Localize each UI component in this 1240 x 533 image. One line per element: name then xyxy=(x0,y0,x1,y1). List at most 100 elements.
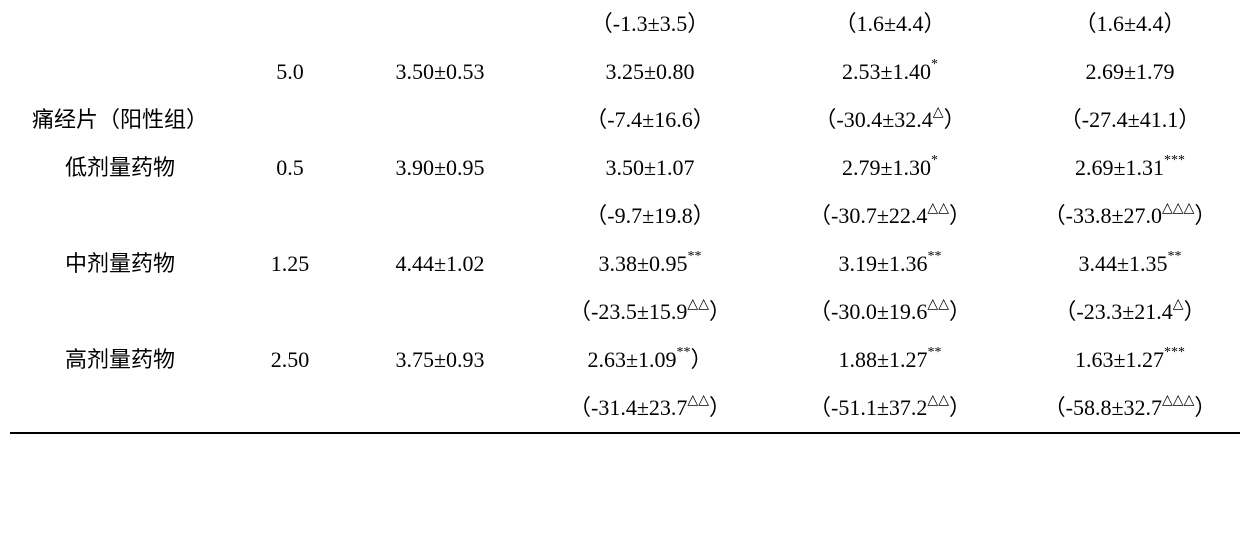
data-table: （-1.3±3.5）（1.6±4.4）（1.6±4.4）5.03.50±0.53… xyxy=(0,0,1240,533)
value3-cell-superscript: *** xyxy=(1164,345,1185,360)
table-row: 高剂量药物2.503.75±0.932.63±1.09**）1.88±1.27*… xyxy=(10,336,1240,384)
value3-cell: 3.44±1.35** xyxy=(1010,240,1240,288)
value2-cell: 2.79±1.30* xyxy=(770,144,1010,192)
value3-cell-value: 2.69±1.31 xyxy=(1075,155,1164,180)
value3-cell-value: 3.44±1.35 xyxy=(1078,251,1167,276)
group-cell xyxy=(10,192,230,240)
value2-cell: （-30.0±19.6△△） xyxy=(770,288,1010,336)
value1-cell: 3.25±0.80 xyxy=(530,48,770,96)
value1-cell: （-23.5±15.9△△） xyxy=(530,288,770,336)
dose-cell: 0.5 xyxy=(230,144,350,192)
value2-cell-tail: ） xyxy=(949,299,971,324)
table-row: （-31.4±23.7△△）（-51.1±37.2△△）（-58.8±32.7△… xyxy=(10,384,1240,433)
value2-cell-tail: ） xyxy=(949,395,971,420)
value3-cell-value: 1.63±1.27 xyxy=(1075,347,1164,372)
value2-cell-value: 2.79±1.30 xyxy=(842,155,931,180)
value3-cell-value: （-33.8±27.0 xyxy=(1044,203,1162,228)
value2-cell-superscript: ** xyxy=(928,345,942,360)
value1-cell: （-7.4±16.6） xyxy=(530,96,770,144)
value2-cell-value: （-30.7±22.4 xyxy=(809,203,927,228)
value3-cell-superscript: △△△ xyxy=(1162,393,1194,408)
table: （-1.3±3.5）（1.6±4.4）（1.6±4.4）5.03.50±0.53… xyxy=(10,0,1240,434)
value2-cell-superscript: △△ xyxy=(927,201,949,216)
value2-cell-tail: ） xyxy=(949,203,971,228)
group-cell: 高剂量药物 xyxy=(10,336,230,384)
group-cell: 低剂量药物 xyxy=(10,144,230,192)
value2-cell-value: 2.53±1.40 xyxy=(842,59,931,84)
value2-cell-superscript: * xyxy=(931,153,938,168)
group-cell xyxy=(10,384,230,433)
value3-cell: （1.6±4.4） xyxy=(1010,0,1240,48)
value1-cell: （-9.7±19.8） xyxy=(530,192,770,240)
value2-cell: （-51.1±37.2△△） xyxy=(770,384,1010,433)
value3-cell-superscript: △ xyxy=(1173,297,1184,312)
table-row: 痛经片（阳性组） （-7.4±16.6） （-30.4±32.4△） （-27.4±4… xyxy=(10,96,1240,144)
table-row: （-1.3±3.5） （1.6±4.4） （1.6±4.4） xyxy=(10,0,1240,48)
value3-cell-value: （1.6±4.4） xyxy=(1074,11,1185,36)
baseline-cell: 4.44±1.02 xyxy=(350,240,530,288)
table-row: 中剂量药物1.254.44±1.023.38±0.95**3.19±1.36**… xyxy=(10,240,1240,288)
value2-cell: 1.88±1.27** xyxy=(770,336,1010,384)
value1-cell-value: （-23.5±15.9 xyxy=(569,299,687,324)
value2-cell: （-30.4±32.4△） xyxy=(770,96,1010,144)
value2-cell: （1.6±4.4） xyxy=(770,0,1010,48)
dose-cell: 2.50 xyxy=(230,336,350,384)
value3-cell-tail: ） xyxy=(1194,203,1216,228)
value2-cell-value: 1.88±1.27 xyxy=(838,347,927,372)
baseline-cell xyxy=(350,0,530,48)
value1-cell-superscript: ** xyxy=(677,345,691,360)
value3-cell: （-27.4±41.1） xyxy=(1010,96,1240,144)
dose-cell xyxy=(230,384,350,433)
baseline-cell xyxy=(350,96,530,144)
baseline-cell: 3.75±0.93 xyxy=(350,336,530,384)
value3-cell-value: 2.69±1.79 xyxy=(1085,59,1174,84)
value1-cell-value: 3.25±0.80 xyxy=(605,59,694,84)
baseline-cell: 3.50±0.53 xyxy=(350,48,530,96)
value1-cell: （-1.3±3.5） xyxy=(530,0,770,48)
value3-cell-value: （-27.4±41.1） xyxy=(1060,107,1200,132)
value2-cell-value: （-51.1±37.2 xyxy=(809,395,927,420)
value3-cell-superscript: △△△ xyxy=(1162,201,1194,216)
group-cell xyxy=(10,0,230,48)
value3-cell-tail: ） xyxy=(1194,395,1216,420)
value1-cell-superscript: △△ xyxy=(687,393,709,408)
group-cell xyxy=(10,288,230,336)
value2-cell-superscript: ** xyxy=(928,249,942,264)
value2-cell-superscript: △ xyxy=(933,105,944,120)
value3-cell: 1.63±1.27*** xyxy=(1010,336,1240,384)
table-row: 低剂量药物0.53.90±0.95 3.50±1.07 2.79±1.30* 2.69… xyxy=(10,144,1240,192)
group-cell xyxy=(10,48,230,96)
value1-cell-tail: ） xyxy=(709,395,731,420)
value3-cell-tail: ） xyxy=(1184,299,1206,324)
value3-cell-value: （-23.3±21.4 xyxy=(1054,299,1172,324)
value1-cell-value: （-7.4±16.6） xyxy=(585,107,714,132)
baseline-cell: 3.90±0.95 xyxy=(350,144,530,192)
value3-cell-superscript: ** xyxy=(1168,249,1182,264)
value2-cell-value: （1.6±4.4） xyxy=(834,11,945,36)
value2-cell-superscript: △△ xyxy=(927,297,949,312)
value2-cell: （-30.7±22.4△△） xyxy=(770,192,1010,240)
value1-cell-value: 3.50±1.07 xyxy=(605,155,694,180)
value1-cell-superscript: △△ xyxy=(687,297,709,312)
value1-cell-tail: ） xyxy=(709,299,731,324)
value3-cell-superscript: *** xyxy=(1164,153,1185,168)
dose-cell xyxy=(230,96,350,144)
group-cell: 痛经片（阳性组） xyxy=(10,96,230,144)
baseline-cell xyxy=(350,192,530,240)
table-row: 5.03.50±0.533.25±0.802.53±1.40*2.69±1.79 xyxy=(10,48,1240,96)
value2-cell-tail: ） xyxy=(944,107,966,132)
value1-cell: 2.63±1.09**） xyxy=(530,336,770,384)
value2-cell: 3.19±1.36** xyxy=(770,240,1010,288)
group-cell: 中剂量药物 xyxy=(10,240,230,288)
value1-cell: 3.38±0.95** xyxy=(530,240,770,288)
baseline-cell xyxy=(350,288,530,336)
dose-cell xyxy=(230,288,350,336)
value1-cell-value: （-31.4±23.7 xyxy=(569,395,687,420)
value1-cell: （-31.4±23.7△△） xyxy=(530,384,770,433)
dose-cell xyxy=(230,0,350,48)
value2-cell: 2.53±1.40* xyxy=(770,48,1010,96)
value3-cell: （-33.8±27.0△△△） xyxy=(1010,192,1240,240)
value2-cell-value: （-30.0±19.6 xyxy=(809,299,927,324)
value3-cell: （-58.8±32.7△△△） xyxy=(1010,384,1240,433)
table-row: （-23.5±15.9△△）（-30.0±19.6△△）（-23.3±21.4△… xyxy=(10,288,1240,336)
